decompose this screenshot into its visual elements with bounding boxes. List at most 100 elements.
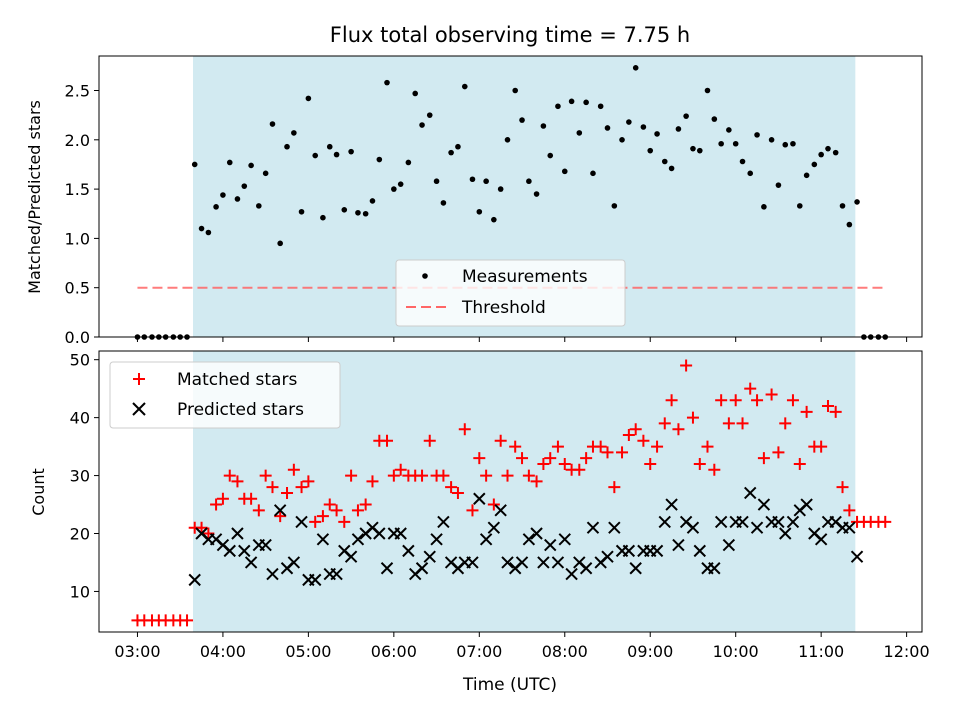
predicted-star-point — [665, 498, 678, 511]
measurement-point — [291, 130, 297, 136]
measurement-point — [561, 168, 568, 175]
measurement-point — [747, 170, 754, 177]
measurement-point — [320, 214, 326, 221]
matched-star-point — [815, 440, 828, 453]
top-legend-box — [395, 259, 626, 327]
predicted-star-point — [494, 504, 507, 517]
matched-star-point — [729, 394, 742, 407]
bottom-x-ticks: 03:00 04:00 05:00 06:00 07:00 08:00 09:00 10:00… — [114, 632, 930, 661]
matched-star-point — [494, 434, 507, 447]
predicted-star-point — [757, 498, 771, 511]
matched-star-point — [580, 452, 593, 465]
measurement-point — [491, 216, 497, 223]
x-tick-label: 07:00 — [456, 642, 502, 661]
bottom-y-axis-label: Count — [29, 468, 48, 516]
measurement-point — [782, 141, 789, 148]
measurement-point — [683, 113, 689, 119]
matched-stars-points — [131, 359, 892, 627]
matched-star-point — [323, 498, 336, 511]
predicted-star-point — [622, 544, 636, 558]
predicted-star-point — [544, 538, 557, 552]
measurement-point — [497, 186, 504, 192]
matched-star-point — [765, 388, 778, 401]
matched-star-point — [629, 423, 642, 436]
matched-star-point — [281, 486, 294, 499]
predicted-star-point — [693, 544, 707, 558]
legend-measurements-label: Measurements — [462, 267, 588, 287]
measurement-point — [397, 181, 404, 187]
predicted-star-point — [786, 515, 800, 529]
measurement-point — [583, 99, 589, 106]
predicted-star-point — [530, 527, 543, 540]
matched-star-point — [309, 515, 322, 528]
legend-threshold-label: Threshold — [461, 298, 546, 318]
measurement-point — [298, 208, 305, 215]
matched-star-point — [387, 469, 400, 482]
matched-star-point — [665, 394, 678, 407]
predicted-star-point — [558, 533, 571, 546]
y-tick-label: 2.5 — [65, 82, 90, 101]
measurement-point — [690, 145, 696, 152]
predicted-star-point — [722, 538, 736, 552]
x-tick-label: 03:00 — [114, 642, 160, 661]
predicted-star-point — [487, 521, 501, 534]
measurement-point — [426, 112, 433, 118]
chart-title: Flux total observing time = 7.75 h — [330, 23, 690, 47]
matched-star-point — [537, 457, 550, 470]
measurement-point — [369, 198, 376, 204]
matched-star-point — [843, 504, 856, 517]
predicted-star-point — [188, 573, 201, 587]
matched-star-point — [601, 446, 614, 459]
measurement-point — [526, 178, 532, 185]
measurement-point — [433, 178, 440, 185]
predicted-star-point — [814, 533, 828, 546]
measurement-point — [305, 95, 312, 102]
measurement-point — [761, 204, 767, 210]
measurement-point — [825, 145, 831, 152]
matched-star-point — [216, 492, 229, 505]
predicted-star-point — [415, 562, 429, 575]
y-tick-label: 50 — [70, 351, 90, 370]
predicted-star-point — [231, 527, 244, 540]
measurement-point — [269, 121, 276, 127]
predicted-star-point — [686, 521, 700, 534]
predicted-star-point — [223, 544, 236, 558]
matched-star-point — [686, 411, 699, 424]
predicted-star-point — [266, 567, 279, 581]
predicted-star-point — [501, 556, 514, 569]
matched-star-point — [480, 469, 493, 482]
predicted-star-point — [537, 556, 550, 569]
matched-star-point — [672, 423, 685, 436]
bottom-legend: Matched stars Predicted stars — [109, 361, 341, 429]
matched-star-point — [829, 405, 842, 418]
x-tick-label: 08:00 — [542, 642, 588, 661]
x-tick-label: 11:00 — [798, 642, 844, 661]
measurement-point — [461, 83, 468, 90]
matched-star-point — [394, 463, 407, 476]
matched-star-point — [330, 504, 343, 517]
measurement-point — [419, 122, 425, 128]
measurement-point — [632, 65, 639, 71]
predicted-star-point — [608, 521, 621, 534]
matched-star-point — [345, 469, 358, 482]
matched-star-point — [680, 359, 693, 372]
predicted-star-point — [650, 544, 664, 558]
measurement-point — [220, 192, 226, 198]
measurement-point — [198, 225, 205, 232]
predicted-star-point — [259, 538, 272, 552]
bottom-y-ticks: 10 20 30 40 50 — [70, 351, 99, 601]
matched-star-point — [736, 417, 749, 430]
top-y-ticks: 0.0 0.5 1.0 1.5 2.0 2.5 — [65, 82, 99, 347]
matched-star-point — [879, 515, 892, 528]
matched-star-point — [210, 498, 223, 511]
predicted-star-point — [800, 498, 813, 511]
y-tick-label: 1.5 — [65, 180, 90, 199]
measurement-point — [533, 191, 540, 197]
measurement-point — [718, 140, 724, 147]
matched-star-point — [381, 434, 394, 447]
legend-matched-label: Matched stars — [177, 370, 297, 390]
measurement-point — [661, 158, 668, 165]
measurement-point — [611, 203, 618, 209]
measurement-point — [376, 156, 383, 163]
